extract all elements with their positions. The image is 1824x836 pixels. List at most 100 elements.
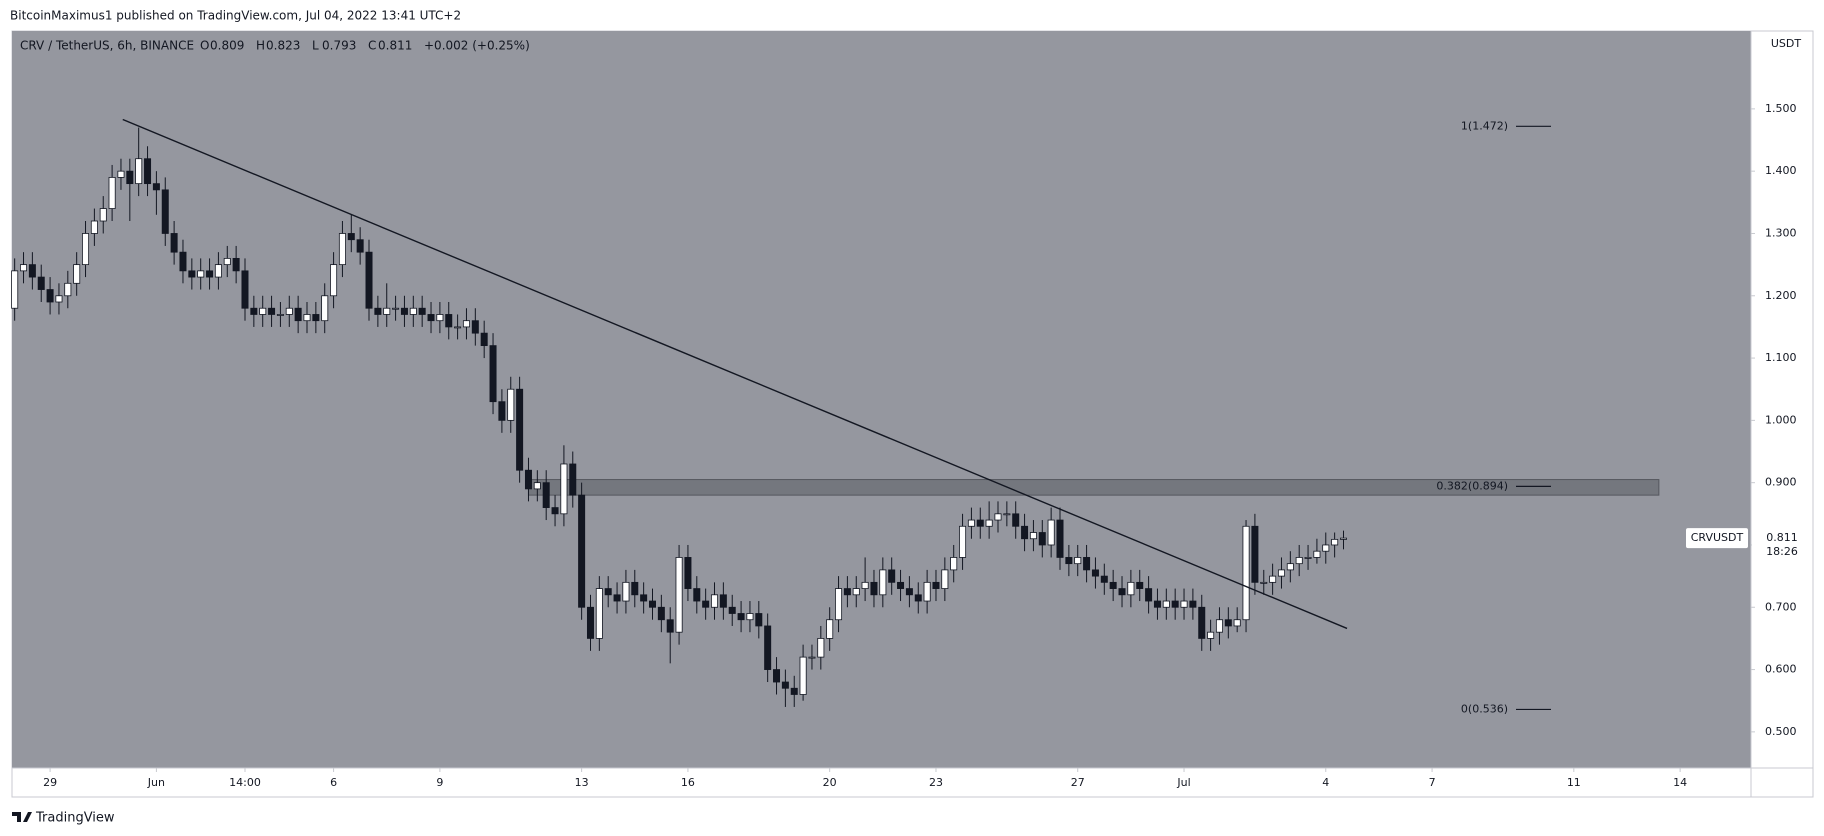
- ohlc-key: O: [200, 39, 209, 53]
- candle-body: [462, 320, 470, 328]
- candle-body: [542, 482, 550, 508]
- x-tick-label: 13: [575, 776, 589, 789]
- candle-body: [197, 270, 205, 278]
- candle-body: [1207, 631, 1215, 639]
- candle-body: [604, 588, 612, 596]
- candle-body: [861, 581, 869, 589]
- candle-body: [790, 687, 798, 695]
- x-tick-label: 4: [1322, 776, 1329, 789]
- candle-body: [1260, 581, 1268, 584]
- candle-body: [1118, 588, 1126, 596]
- candle-body: [170, 233, 178, 253]
- y-tick-label: 1.500: [1765, 102, 1797, 115]
- candle-body: [1277, 569, 1285, 577]
- candle-body: [533, 482, 541, 490]
- candle-body: [817, 638, 825, 658]
- symbol-tag: [1686, 528, 1748, 549]
- fib-label: 0(0.536): [1461, 702, 1508, 715]
- candle-body: [808, 656, 816, 659]
- candle-body: [1224, 619, 1232, 627]
- x-tick-label: 6: [330, 776, 337, 789]
- candle-body: [959, 525, 967, 558]
- ohlc-key: L: [312, 39, 319, 53]
- candle-body: [471, 320, 479, 334]
- change: +0.002 (+0.25%): [424, 39, 530, 53]
- candle-body: [1012, 513, 1020, 527]
- candle-body: [82, 233, 90, 266]
- candle-body: [711, 594, 719, 608]
- candle-body: [1189, 600, 1197, 608]
- candle-body: [37, 276, 45, 290]
- candle-body: [108, 177, 116, 209]
- candle-body: [1322, 544, 1330, 552]
- symbol-title: CRV / TetherUS, 6h, BINANCE: [20, 39, 194, 53]
- last-price-box: [1752, 528, 1812, 563]
- x-tick-label: 14: [1673, 776, 1687, 789]
- brand-logo: [12, 812, 32, 822]
- candle-body: [259, 307, 267, 315]
- candle-body: [312, 314, 320, 322]
- candle-body: [1269, 575, 1277, 583]
- candle-body: [214, 264, 222, 278]
- candle-body: [454, 326, 462, 329]
- ohlc-legend: O 0.809 H 0.823 L 0.793 C 0.811 +0.002 (+0.25%): [200, 39, 530, 53]
- candle-body: [569, 463, 577, 496]
- candle-body: [1083, 557, 1091, 571]
- candle-body: [383, 307, 391, 315]
- candle-body: [489, 345, 497, 403]
- candle-body: [879, 569, 887, 596]
- candle-body: [135, 158, 143, 185]
- candle-body: [276, 314, 284, 316]
- candle-body: [250, 307, 258, 315]
- candle-body: [1162, 600, 1170, 608]
- y-tick-label: 1.300: [1765, 226, 1797, 239]
- ohlc-value: 0.809: [210, 39, 244, 53]
- trend-line: [122, 118, 1348, 630]
- candle-body: [640, 594, 648, 602]
- candle-body: [1127, 581, 1135, 596]
- candle-body: [941, 569, 949, 589]
- candle-body: [232, 257, 240, 272]
- candle-body: [206, 270, 214, 278]
- candle-body: [1233, 619, 1241, 627]
- candle-body: [746, 613, 754, 621]
- symbol-tag-label: CRVUSDT: [1691, 531, 1744, 544]
- x-tick-label: 16: [681, 776, 695, 789]
- candle-body: [20, 264, 28, 272]
- y-tick-label: 1.400: [1765, 164, 1797, 177]
- candle-body: [1286, 563, 1294, 571]
- candle-body: [241, 270, 249, 309]
- ohlc-key: H: [256, 39, 265, 53]
- candle-body: [152, 183, 160, 191]
- candle-body: [46, 289, 54, 303]
- fib-label: 0.382(0.894): [1436, 479, 1508, 492]
- brand-name: TradingView: [35, 811, 115, 826]
- candle-body: [400, 307, 408, 315]
- candle-body: [1180, 600, 1188, 608]
- y-tick-label: 1.100: [1765, 351, 1797, 364]
- candle-body: [666, 619, 674, 633]
- x-tick-label: 14:00: [229, 776, 261, 789]
- candle-body: [1136, 581, 1144, 589]
- candle-body: [719, 594, 727, 608]
- candle-body: [1074, 557, 1082, 565]
- candle-body: [1109, 581, 1117, 589]
- candle-body: [161, 189, 169, 234]
- candle-body: [330, 264, 338, 297]
- candle-body: [1153, 600, 1161, 608]
- candle-body: [586, 606, 594, 639]
- candle-body: [835, 588, 843, 621]
- candle-body: [1021, 525, 1029, 540]
- candle-body: [985, 519, 993, 527]
- candle-body: [1047, 519, 1055, 546]
- candle-body: [976, 519, 984, 527]
- x-tick-label: 27: [1071, 776, 1085, 789]
- candle-body: [409, 307, 417, 315]
- candle-body: [852, 588, 860, 596]
- candle-body: [294, 307, 302, 322]
- candle-body: [126, 170, 134, 185]
- candle-body: [392, 307, 400, 310]
- x-tick-label: 7: [1429, 776, 1436, 789]
